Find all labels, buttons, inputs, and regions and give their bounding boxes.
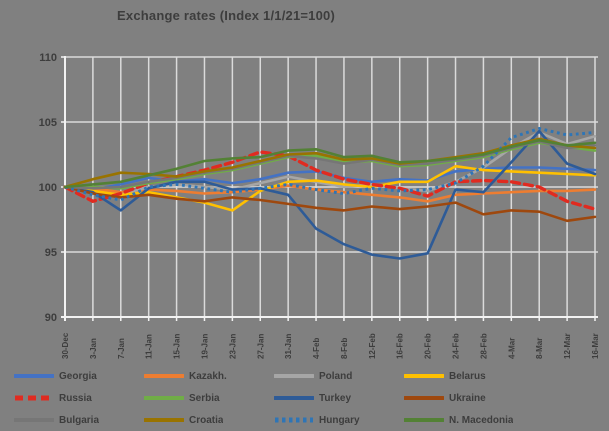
x-tick-label: 8-Feb — [340, 338, 349, 359]
y-tick-label: 95 — [45, 247, 57, 259]
legend-swatch-hungary — [275, 417, 313, 423]
legend-swatch-poland — [274, 374, 314, 378]
x-tick-label: 30-Dec — [61, 332, 70, 359]
y-tick-label: 100 — [39, 182, 57, 194]
x-tick-label: 16-Mar — [591, 333, 600, 359]
x-tick-label: 16-Feb — [396, 333, 405, 359]
x-tick-label: 31-Jan — [284, 334, 293, 359]
legend-label: Croatia — [189, 414, 224, 426]
legend-label: Ukraine — [449, 392, 486, 404]
chart-title: Exchange rates (Index 1/1/21=100) — [117, 8, 335, 23]
y-tick-label: 110 — [39, 52, 57, 64]
legend-swatch-bulgaria — [14, 418, 54, 422]
x-tick-label: 11-Jan — [145, 334, 154, 359]
x-tick-label: 7-Jan — [117, 338, 126, 359]
x-tick-label: 28-Feb — [479, 333, 488, 359]
legend-label: Serbia — [189, 392, 220, 404]
x-tick-label: 15-Jan — [173, 334, 182, 359]
legend-swatch-russia — [15, 395, 53, 401]
legend-item-n-macedonia: N. Macedonia — [404, 415, 534, 426]
legend-item-russia: Russia — [14, 393, 144, 404]
legend-label: Russia — [59, 392, 92, 404]
x-tick-label: 19-Jan — [200, 334, 209, 359]
y-tick-label: 90 — [45, 312, 57, 324]
legend-item-poland: Poland — [274, 371, 404, 382]
chart-legend: Georgia Kazakh. Poland Belarus Russia Serbia T… — [14, 365, 602, 431]
legend-item-serbia: Serbia — [144, 393, 274, 404]
legend-swatch-turkey — [274, 396, 314, 400]
x-tick-label: 3-Jan — [89, 338, 98, 359]
x-tick-label: 12-Mar — [563, 333, 572, 359]
legend-item-belarus: Belarus — [404, 371, 534, 382]
series-line-hungary — [64, 127, 596, 202]
x-tick-label: 24-Feb — [452, 333, 461, 359]
legend-label: Poland — [319, 370, 353, 382]
x-tick-label: 12-Feb — [368, 333, 377, 359]
legend-item-croatia: Croatia — [144, 415, 274, 426]
legend-label: Turkey — [319, 392, 352, 404]
legend-item-georgia: Georgia — [14, 371, 144, 382]
legend-swatch-belarus — [404, 374, 444, 378]
x-tick-label: 23-Jan — [228, 334, 237, 359]
series-line-ukraine — [63, 185, 597, 223]
legend-item-turkey: Turkey — [274, 393, 404, 404]
legend-swatch-ukraine — [404, 396, 444, 400]
legend-item-ukraine: Ukraine — [404, 393, 534, 404]
x-tick-label: 27-Jan — [256, 334, 265, 359]
y-tick-label: 105 — [39, 117, 57, 129]
legend-label: Belarus — [449, 370, 486, 382]
legend-swatch-n-macedonia — [404, 418, 444, 422]
series-line-turkey — [63, 129, 597, 260]
x-tick-label: 4-Feb — [312, 338, 321, 359]
legend-label: Hungary — [319, 414, 360, 426]
legend-label: Georgia — [59, 370, 97, 382]
x-tick-label: 4-Mar — [507, 338, 516, 359]
legend-label: Bulgaria — [59, 414, 100, 426]
legend-item-hungary: Hungary — [274, 415, 404, 426]
legend-swatch-georgia — [14, 374, 54, 378]
legend-label: Kazakh. — [189, 370, 227, 382]
x-tick-label: 8-Mar — [535, 338, 544, 359]
series-line-belarus — [63, 164, 597, 212]
legend-swatch-croatia — [144, 418, 184, 422]
legend-swatch-serbia — [144, 396, 184, 400]
legend-item-kazakh: Kazakh. — [144, 371, 274, 382]
series-line-n-macedonia — [63, 138, 597, 189]
legend-swatch-kazakh — [144, 374, 184, 378]
x-tick-label: 20-Feb — [424, 333, 433, 359]
legend-label: N. Macedonia — [449, 414, 514, 426]
legend-item-bulgaria: Bulgaria — [14, 415, 144, 426]
